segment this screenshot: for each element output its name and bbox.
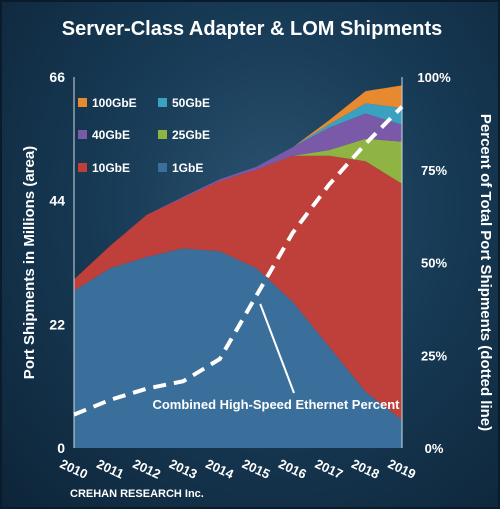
y-axis-label: Port Shipments in Millions (area) bbox=[21, 146, 38, 379]
x-tick-label: 2010 bbox=[58, 456, 91, 482]
y2-tick-label: 50% bbox=[421, 256, 447, 271]
x-tick-label: 2014 bbox=[203, 456, 236, 482]
legend-label-40gbe: 40GbE bbox=[92, 128, 130, 142]
area-25gbe bbox=[74, 138, 402, 280]
area-10gbe bbox=[74, 155, 402, 420]
area-1gbe bbox=[74, 248, 402, 448]
legend-swatch-40gbe bbox=[78, 130, 87, 139]
credit-text: CREHAN RESEARCH Inc. bbox=[70, 488, 204, 500]
y2-axis-label: Percent of Total Port Shipments (dotted … bbox=[477, 114, 494, 431]
annotation-label: Combined High-Speed Ethernet Percent bbox=[152, 397, 400, 412]
y-tick-label: 0 bbox=[57, 440, 65, 456]
y-tick-label: 22 bbox=[49, 316, 65, 332]
legend-label-10gbe: 10GbE bbox=[92, 161, 130, 175]
y2-tick-label: 75% bbox=[421, 163, 447, 178]
x-tick-label: 2019 bbox=[386, 456, 419, 482]
legend-label-100gbe: 100GbE bbox=[92, 96, 137, 110]
chart-title: Server-Class Adapter & LOM Shipments bbox=[61, 18, 443, 40]
x-tick-label: 2017 bbox=[313, 456, 346, 482]
legend-swatch-50gbe bbox=[158, 98, 167, 107]
y-tick-label: 44 bbox=[49, 193, 65, 209]
y2-tick-label: 100% bbox=[417, 70, 451, 85]
y-tick-label: 66 bbox=[49, 69, 65, 85]
legend-label-25gbe: 25GbE bbox=[172, 128, 210, 142]
annotation-pointer bbox=[259, 303, 295, 394]
x-tick-label: 2015 bbox=[240, 456, 273, 482]
x-tick-label: 2013 bbox=[167, 456, 200, 482]
x-tick-label: 2018 bbox=[349, 456, 382, 482]
percent-line bbox=[73, 105, 404, 417]
legend-swatch-25gbe bbox=[158, 130, 167, 139]
x-tick-label: 2016 bbox=[276, 456, 309, 482]
legend-label-50gbe: 50GbE bbox=[172, 96, 210, 110]
legend-swatch-10gbe bbox=[78, 163, 87, 172]
y2-tick-label: 25% bbox=[421, 348, 447, 363]
y2-tick-label: 0% bbox=[425, 441, 444, 456]
legend-swatch-100gbe bbox=[78, 98, 87, 107]
area-40gbe bbox=[74, 113, 402, 280]
x-tick-label: 2011 bbox=[94, 456, 126, 482]
legend-label-1gbe: 1GbE bbox=[172, 161, 203, 175]
legend-swatch-1gbe bbox=[158, 163, 167, 172]
x-tick-label: 2012 bbox=[131, 456, 164, 482]
